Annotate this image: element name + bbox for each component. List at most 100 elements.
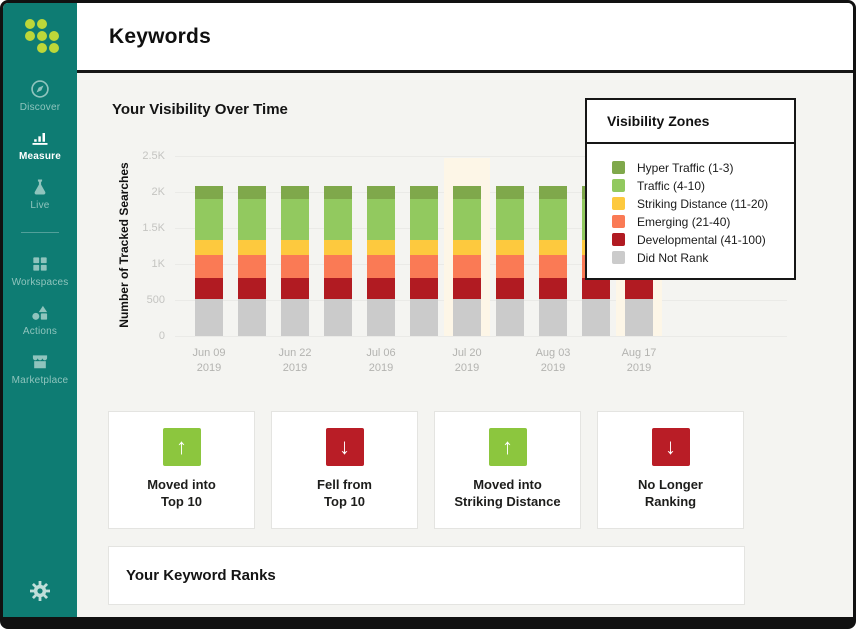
bar-segment[interactable] (195, 199, 223, 240)
sidebar-item-label: Discover (19, 102, 61, 113)
bar-segment[interactable] (324, 199, 352, 240)
card-moved-into-striking-distance[interactable]: ↑ Moved into Striking Distance (434, 411, 581, 529)
bar-segment[interactable] (496, 277, 524, 299)
bar-segment[interactable] (539, 199, 567, 240)
bar-segment[interactable] (582, 298, 610, 336)
bar-segment[interactable] (238, 199, 266, 240)
bar-segment[interactable] (281, 239, 309, 255)
bar-segment[interactable] (195, 277, 223, 299)
bar-segment[interactable] (496, 298, 524, 336)
sidebar-item-measure[interactable]: Measure (3, 128, 77, 162)
x-tick-label: Jul 20 2019 (452, 347, 482, 374)
sidebar-item-live[interactable]: Live (3, 177, 77, 211)
keyword-ranks-title: Your Keyword Ranks (126, 567, 276, 584)
bar-segment[interactable] (539, 277, 567, 299)
y-axis-title: Number of Tracked Searches (117, 162, 131, 328)
bar-segment[interactable] (410, 186, 438, 200)
bar-segment[interactable] (625, 298, 653, 336)
bar-segment[interactable] (195, 254, 223, 278)
legend-item-striking-distance[interactable]: Striking Distance (11-20) (612, 196, 794, 211)
bar-segment[interactable] (367, 186, 395, 200)
bar-segment[interactable] (281, 254, 309, 278)
settings-button[interactable] (3, 579, 77, 603)
bar-segment[interactable] (410, 254, 438, 278)
bar-segment[interactable] (410, 277, 438, 299)
legend-title: Visibility Zones (607, 113, 710, 129)
bar-segment[interactable] (539, 239, 567, 255)
legend-item-did-not-rank[interactable]: Did Not Rank (612, 251, 794, 265)
bar-segment[interactable] (539, 254, 567, 278)
bar-segment[interactable] (195, 186, 223, 200)
bar-segment[interactable] (367, 298, 395, 336)
bar-segment[interactable] (324, 254, 352, 278)
visibility-section-title: Your Visibility Over Time (112, 101, 288, 118)
bar-segment[interactable] (496, 239, 524, 255)
up-arrow-icon: ↑ (162, 428, 201, 466)
bar-segment[interactable] (238, 298, 266, 336)
legend-item-emerging[interactable]: Emerging (21-40) (612, 214, 794, 229)
y-tick-label: 500 (146, 294, 165, 306)
bar-segment[interactable] (582, 277, 610, 299)
bar-segment[interactable] (453, 186, 481, 200)
legend-label: Hyper Traffic (1-3) (637, 160, 734, 175)
bar-column (453, 186, 481, 336)
bar-segment[interactable] (453, 199, 481, 240)
legend-item-traffic[interactable]: Traffic (4-10) (612, 179, 794, 193)
bar-segment[interactable] (367, 277, 395, 299)
bar-segment[interactable] (367, 199, 395, 240)
card-fell-from-top-10[interactable]: ↓ Fell from Top 10 (271, 411, 418, 529)
bar-segment[interactable] (367, 254, 395, 278)
card-no-longer-ranking[interactable]: ↓ No Longer Ranking (597, 411, 744, 529)
legend-item-developmental[interactable]: Developmental (41-100) (612, 233, 794, 247)
bar-segment[interactable] (324, 298, 352, 336)
bar-segment[interactable] (453, 298, 481, 336)
bar-segment[interactable] (539, 298, 567, 336)
keyword-ranks-panel[interactable]: Your Keyword Ranks (108, 546, 745, 605)
bar-segment[interactable] (238, 254, 266, 278)
y-tick-label: 2K (151, 186, 165, 198)
x-tick-label: Aug 17 2019 (621, 347, 657, 374)
content: Your Visibility Over Time 0 500 1K 1.5K 2K 2.… (77, 73, 853, 614)
bar-segment[interactable] (410, 239, 438, 255)
bar-segment[interactable] (324, 239, 352, 255)
bar-segment[interactable] (238, 186, 266, 200)
bar-segment[interactable] (410, 199, 438, 240)
bar-segment[interactable] (367, 239, 395, 255)
bar-column (324, 186, 352, 336)
bar-segment[interactable] (496, 186, 524, 200)
sidebar-item-marketplace[interactable]: Marketplace (3, 352, 77, 386)
bar-segment[interactable] (410, 298, 438, 336)
bar-segment[interactable] (453, 254, 481, 278)
bar-segment[interactable] (281, 277, 309, 299)
compass-icon (31, 80, 49, 98)
bar-segment[interactable] (195, 298, 223, 336)
bar-segment[interactable] (496, 199, 524, 240)
legend-label: Emerging (21-40) (637, 214, 731, 229)
app-logo-icon[interactable] (18, 15, 62, 57)
bar-segment[interactable] (539, 186, 567, 200)
gridline (175, 336, 787, 337)
y-tick-label: 0 (158, 330, 165, 342)
bar-segment[interactable] (238, 239, 266, 255)
legend-label: Striking Distance (11-20) (637, 196, 769, 211)
sidebar-item-actions[interactable]: Actions (3, 303, 77, 337)
bar-segment[interactable] (238, 277, 266, 299)
bar-segment[interactable] (453, 239, 481, 255)
bar-segment[interactable] (496, 254, 524, 278)
bar-segment[interactable] (281, 199, 309, 240)
header: Keywords (77, 3, 853, 73)
bar-segment[interactable] (281, 186, 309, 200)
sidebar-item-workspaces[interactable]: Workspaces (3, 254, 77, 288)
x-tick-label: Jul 06 2019 (366, 347, 396, 374)
card-moved-into-top-10[interactable]: ↑ Moved into Top 10 (108, 411, 255, 529)
bar-segment[interactable] (281, 298, 309, 336)
bar-segment[interactable] (195, 239, 223, 255)
bar-segment[interactable] (453, 277, 481, 299)
bar-segment[interactable] (324, 186, 352, 200)
legend-item-hyper-traffic[interactable]: Hyper Traffic (1-3) (612, 160, 794, 175)
sidebar-item-discover[interactable]: Discover (3, 79, 77, 113)
up-arrow-icon: ↑ (488, 428, 527, 466)
bar-segment[interactable] (625, 277, 653, 299)
flask-icon (34, 179, 46, 195)
bar-segment[interactable] (324, 277, 352, 299)
